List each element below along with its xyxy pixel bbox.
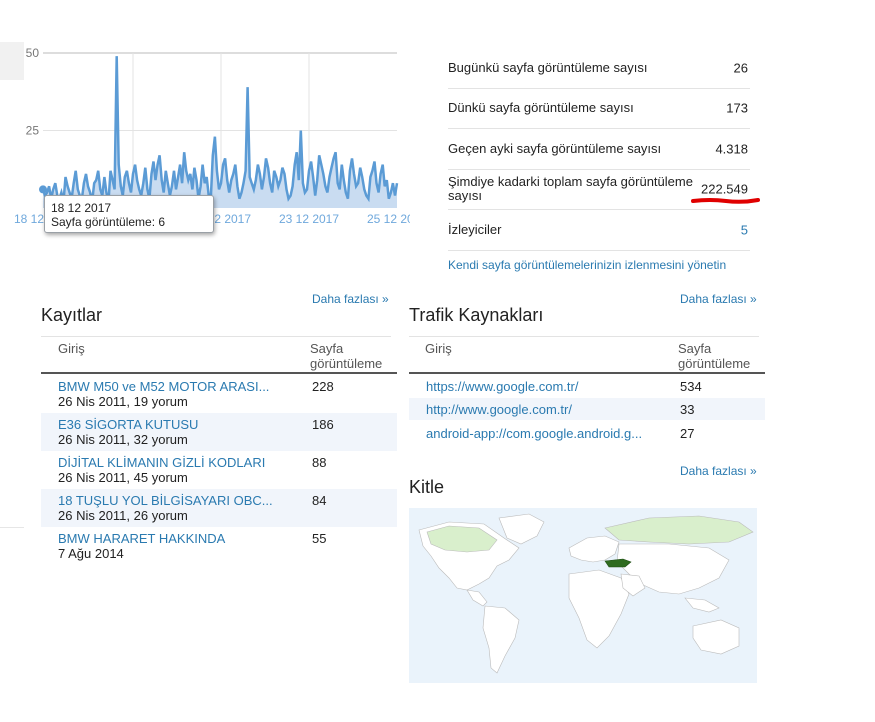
y-tick-label: 25 xyxy=(26,124,40,138)
post-link[interactable]: DİJİTAL KLİMANIN GİZLİ KODLARI xyxy=(58,455,266,470)
stat-label: Şimdiye kadarki toplam sayfa görüntüleme… xyxy=(448,174,693,204)
traffic-header-divider xyxy=(409,336,759,337)
post-views: 186 xyxy=(312,417,334,432)
map-greenland xyxy=(498,513,545,545)
traffic-col-entry: Giriş xyxy=(425,341,452,356)
chart-tooltip: 18 12 2017 Sayfa görüntüleme: 6 xyxy=(44,195,214,233)
x-tick-label: 25 12 2017 xyxy=(367,212,410,226)
posts-col-views: Sayfa görüntüleme xyxy=(310,341,383,371)
map-southeast-asia xyxy=(684,597,720,613)
stat-value: 173 xyxy=(726,100,748,116)
traffic-col-views: Sayfa görüntüleme xyxy=(678,341,751,371)
traffic-title: Trafik Kaynakları xyxy=(409,305,544,325)
stat-followers: İzleyiciler 5 xyxy=(448,210,750,251)
row-stripe xyxy=(41,413,397,451)
source-views: 33 xyxy=(680,402,695,417)
audience-more-link[interactable]: Daha fazlası » xyxy=(680,464,757,478)
post-meta: 26 Nis 2011, 19 yorum xyxy=(58,394,188,409)
stat-label: Dünkü sayfa görüntüleme sayısı xyxy=(448,100,634,116)
posts-title: Kayıtlar xyxy=(41,305,103,325)
stat-value: 26 xyxy=(733,60,748,76)
audience-world-map[interactable] xyxy=(409,508,757,683)
map-russia xyxy=(604,515,754,545)
stat-label: Bugünkü sayfa görüntüleme sayısı xyxy=(448,59,648,75)
map-turkey xyxy=(604,558,632,568)
posts-more-link[interactable]: Daha fazlası » xyxy=(312,292,389,306)
traffic-header-rule xyxy=(409,372,765,374)
map-canada-tint xyxy=(426,525,498,553)
post-link[interactable]: 18 TUŞLU YOL BİLGİSAYARI OBC... xyxy=(58,493,273,508)
stat-value: 222.549 xyxy=(701,181,748,197)
map-asia xyxy=(616,543,730,595)
map-europe xyxy=(568,535,620,563)
stat-yesterday: Dünkü sayfa görüntüleme sayısı 173 xyxy=(448,89,750,129)
stat-last-month: Geçen ayki sayfa görüntüleme sayısı 4.31… xyxy=(448,129,750,170)
stat-label: Geçen ayki sayfa görüntüleme sayısı xyxy=(448,140,662,156)
post-meta: 26 Nis 2011, 45 yorum xyxy=(58,470,188,485)
map-central-america xyxy=(466,589,488,607)
post-meta: 26 Nis 2011, 32 yorum xyxy=(58,432,188,447)
posts-header-divider xyxy=(41,336,391,337)
followers-count-link[interactable]: 5 xyxy=(740,222,748,238)
source-link[interactable]: https://www.google.com.tr/ xyxy=(426,379,579,394)
post-views: 88 xyxy=(312,455,327,470)
source-views: 534 xyxy=(680,379,702,394)
x-tick-label: 23 12 2017 xyxy=(279,212,339,226)
post-link[interactable]: E36 SİGORTA KUTUSU xyxy=(58,417,199,432)
post-views: 84 xyxy=(312,493,327,508)
map-arabia xyxy=(620,573,646,597)
row-stripe xyxy=(41,489,397,527)
stat-today: Bugünkü sayfa görüntüleme sayısı 26 xyxy=(448,48,750,89)
stat-all-time: Şimdiye kadarki toplam sayfa görüntüleme… xyxy=(448,170,750,210)
posts-header-rule xyxy=(41,372,397,374)
stat-label: İzleyiciler xyxy=(448,221,502,237)
post-meta: 26 Nis 2011, 26 yorum xyxy=(58,508,188,523)
source-link[interactable]: android-app://com.google.android.g... xyxy=(426,426,643,441)
source-views: 27 xyxy=(680,426,695,441)
map-south-america xyxy=(482,605,520,674)
post-link[interactable]: BMW M50 ve M52 MOTOR ARASI... xyxy=(58,379,270,394)
left-panel-divider xyxy=(0,527,24,528)
source-link[interactable]: http://www.google.com.tr/ xyxy=(426,402,572,417)
chart-series-line xyxy=(41,56,399,203)
map-africa xyxy=(568,569,630,649)
post-views: 55 xyxy=(312,531,327,546)
row-stripe xyxy=(409,398,765,420)
map-australia xyxy=(692,619,740,655)
tooltip-value: Sayfa görüntüleme: 6 xyxy=(51,215,166,229)
stat-value: 4.318 xyxy=(715,141,748,157)
post-meta: 7 Ağu 2014 xyxy=(58,546,124,561)
red-underline-annotation xyxy=(691,198,760,204)
chart-hover-point xyxy=(39,185,47,194)
audience-title: Kitle xyxy=(409,477,445,497)
post-link[interactable]: BMW HARARET HAKKINDA xyxy=(58,531,226,546)
manage-tracking-link[interactable]: Kendi sayfa görüntülemelerinizin izlenme… xyxy=(448,258,727,272)
traffic-more-link[interactable]: Daha fazlası » xyxy=(680,292,757,306)
y-tick-label: 50 xyxy=(26,46,40,60)
post-views: 228 xyxy=(312,379,334,394)
stats-panel: Bugünkü sayfa görüntüleme sayısı 26 Dünk… xyxy=(448,48,750,251)
left-panel-edge xyxy=(0,42,24,80)
posts-col-entry: Giriş xyxy=(58,341,85,356)
tooltip-date: 18 12 2017 xyxy=(51,201,112,215)
